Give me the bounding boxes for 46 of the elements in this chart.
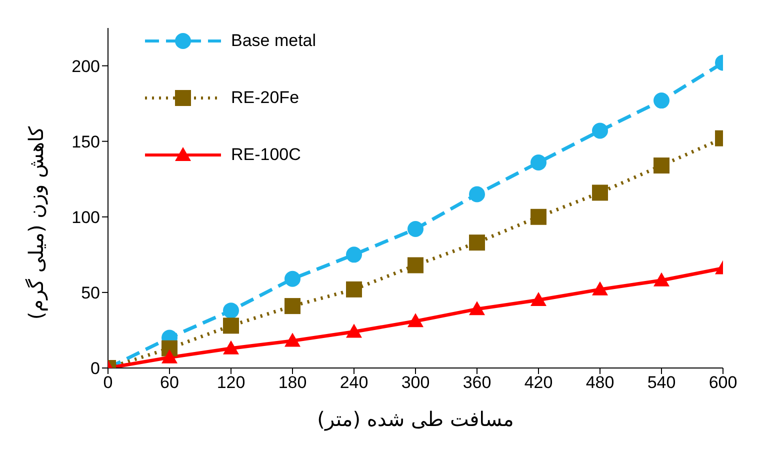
x-tick-label: 540 <box>647 373 676 392</box>
point <box>284 332 300 347</box>
y-axis-title: کاهش وزن (میلی گرم) <box>24 126 48 320</box>
y-tick-label: 50 <box>81 283 100 302</box>
x-tick-label: 480 <box>586 373 614 392</box>
x-tick-label: 360 <box>462 373 492 392</box>
point <box>408 257 424 274</box>
x-tick-label: 180 <box>278 373 307 392</box>
point <box>284 298 300 314</box>
x-tick-label: 420 <box>524 373 553 392</box>
point <box>530 292 546 306</box>
point <box>469 301 485 316</box>
x-tick-label: 120 <box>216 373 246 392</box>
point <box>592 184 608 201</box>
point <box>408 220 424 237</box>
y-tick-label: 200 <box>72 56 100 76</box>
x-tick-label: 0 <box>103 373 113 392</box>
point <box>346 246 362 263</box>
y-tick-label: 100 <box>72 208 100 227</box>
point <box>408 313 424 328</box>
point <box>469 186 485 202</box>
point <box>223 318 239 334</box>
legend-label: RE-100C <box>231 144 301 164</box>
point <box>346 281 362 298</box>
x-tick-label: 600 <box>708 373 738 392</box>
y-tick-label: 150 <box>72 132 100 152</box>
point <box>223 302 239 319</box>
point <box>592 122 608 139</box>
x-tick-label: 60 <box>160 373 179 392</box>
x-tick-label: 240 <box>340 373 368 392</box>
point <box>530 154 546 170</box>
legend-label: RE-20Fe <box>231 88 300 108</box>
point <box>469 234 485 251</box>
point <box>654 92 670 109</box>
point <box>346 324 362 338</box>
point <box>162 349 178 364</box>
x-axis-title: مسافت طی شده (متر) <box>317 407 514 431</box>
x-tick-label: 300 <box>401 373 430 392</box>
point <box>592 281 608 296</box>
point <box>654 158 670 174</box>
point <box>284 270 300 287</box>
point <box>530 208 546 225</box>
point <box>223 340 239 354</box>
y-tick-label: 0 <box>90 359 100 378</box>
legend-label: Base metal <box>231 30 316 50</box>
point <box>654 272 670 286</box>
